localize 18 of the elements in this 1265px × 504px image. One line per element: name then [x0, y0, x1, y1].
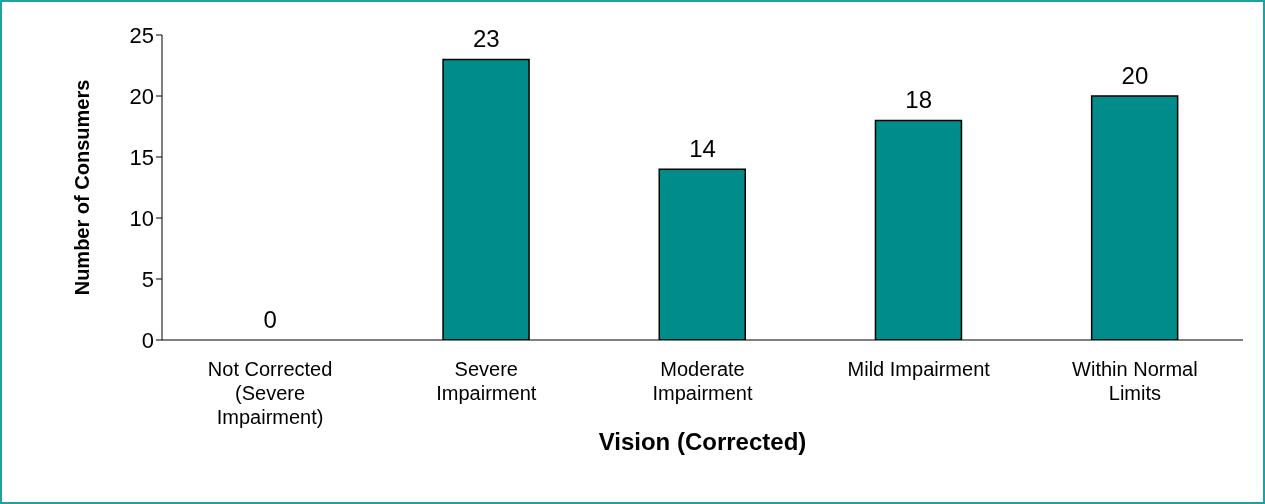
- x-tick-label: Mild Impairment: [847, 358, 991, 380]
- y-tick-label: 15: [129, 144, 154, 170]
- x-tick-label: Severe Impairment: [436, 358, 537, 404]
- data-label: 0: [263, 306, 277, 333]
- x-tick-label: Within Normal Limits: [1072, 358, 1198, 404]
- x-tick-label: Not Corrected (Severe Impairment): [207, 358, 333, 428]
- y-axis-title: Number of Consumers: [71, 79, 94, 296]
- y-tick-label: 25: [129, 22, 154, 48]
- data-label: 20: [1121, 62, 1149, 89]
- y-tick-label: 5: [141, 266, 154, 292]
- x-axis-title: Vision (Corrected): [598, 428, 807, 455]
- y-tick-label: 10: [129, 205, 154, 231]
- y-tick-label: 0: [141, 327, 154, 353]
- data-label: 23: [472, 25, 500, 53]
- data-label: 18: [905, 86, 933, 114]
- y-tick-label: 20: [129, 83, 154, 109]
- x-tick-label: Moderate Impairment: [652, 358, 753, 404]
- data-label: 14: [689, 135, 716, 163]
